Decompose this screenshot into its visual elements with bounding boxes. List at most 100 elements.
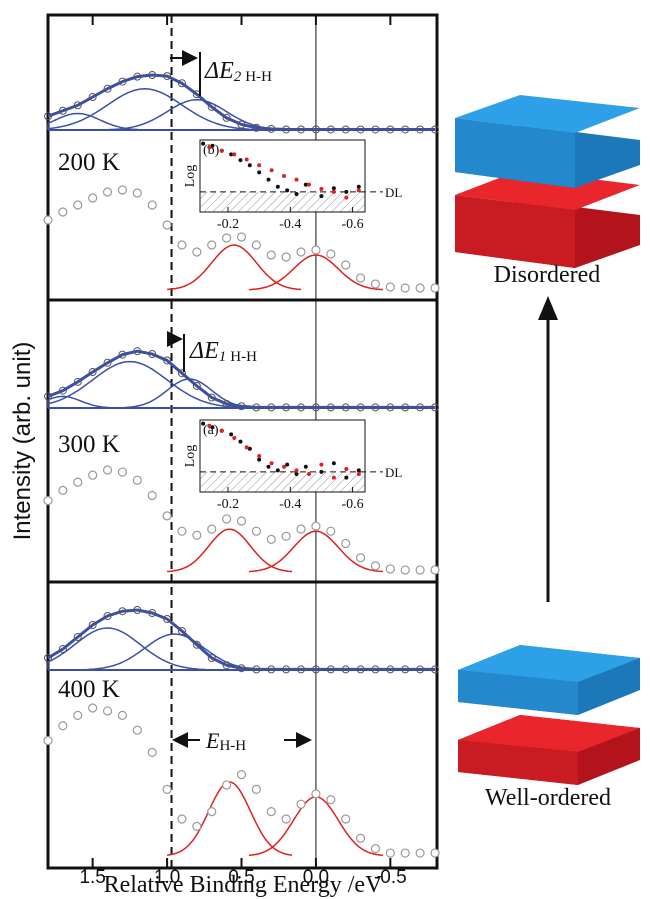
inset-point (294, 192, 299, 196)
inset-point (244, 445, 249, 450)
data-point (162, 511, 172, 521)
data-point (415, 283, 425, 293)
panel-label: 300 K (58, 431, 120, 458)
inset-frame (199, 139, 366, 213)
data-point (133, 72, 142, 81)
x-tick-label: 0.5 (228, 867, 254, 888)
annotation: ΔE1 H-H (189, 338, 257, 365)
inset-point (303, 464, 308, 469)
data-point (401, 665, 410, 674)
data-point (88, 470, 98, 480)
inset-tick-label: -0.6 (341, 497, 363, 512)
data-point (73, 101, 82, 110)
annotation-arrows (167, 50, 312, 748)
data-point (102, 706, 113, 716)
inset-point (210, 425, 215, 430)
x-tick-label: -0.5 (374, 867, 407, 888)
fit-line (47, 349, 435, 409)
inset-y-label: Log (183, 445, 198, 468)
data-point (282, 403, 291, 412)
inset-point (356, 184, 361, 189)
data-point (267, 665, 276, 674)
inset-point (238, 439, 243, 444)
dl-label: DL (385, 185, 402, 200)
data-point (73, 710, 83, 721)
data-point (341, 665, 350, 674)
data-point (371, 125, 380, 134)
data-point (44, 654, 52, 662)
data-point (133, 347, 142, 356)
data-point (236, 516, 247, 526)
data-point (147, 200, 157, 210)
data-point (118, 77, 127, 86)
data-point (401, 403, 410, 412)
component-curve (248, 530, 383, 573)
inset-point (306, 472, 311, 476)
data-point (207, 654, 216, 662)
inset-point (285, 462, 290, 467)
data-point (267, 124, 276, 133)
inset-point (344, 475, 349, 480)
data-point (251, 240, 261, 250)
data-point (311, 125, 320, 134)
data-point (311, 665, 320, 674)
data-point (326, 249, 336, 259)
data-point (192, 821, 202, 832)
data-point (297, 125, 306, 134)
data-point (355, 553, 366, 563)
inset-point (306, 182, 311, 187)
data-point (385, 848, 395, 858)
data-point (88, 368, 97, 377)
data-point (222, 661, 231, 670)
data-point (326, 795, 336, 805)
data-point (416, 403, 425, 412)
data-point (430, 283, 440, 293)
data-point (73, 200, 83, 210)
data-point (44, 112, 52, 121)
inset-point (232, 152, 237, 157)
inset-point (201, 141, 206, 146)
inset-tick-label: -0.4 (279, 217, 301, 232)
inset-point (266, 177, 271, 182)
data-point (296, 799, 306, 809)
component-curve (47, 112, 145, 131)
x-axis-title: Relative Binding Energy /eV (104, 872, 384, 898)
data-point (177, 814, 187, 824)
data-point (252, 123, 261, 132)
data-point (58, 485, 68, 495)
detection-limit-region (200, 471, 365, 492)
data-point (400, 848, 410, 858)
annotation: EH-H (205, 728, 246, 754)
inset-point (319, 469, 324, 474)
data-point (102, 465, 113, 475)
y-axis-title: Intensity (arb. unit) (9, 342, 36, 541)
inset-y-label: Log (183, 165, 198, 188)
data-point (416, 125, 425, 134)
data-point (237, 120, 246, 129)
data-point (386, 125, 395, 134)
data-point (415, 848, 425, 858)
inset-point (219, 428, 224, 433)
inset-point (294, 468, 299, 473)
fit-line (47, 73, 435, 131)
inset-point (331, 189, 336, 194)
data-point (147, 490, 157, 501)
inset-label: (b) (203, 143, 220, 158)
data-point (341, 814, 351, 824)
data-point (266, 250, 276, 260)
data-point (326, 403, 335, 412)
data-point (430, 848, 440, 858)
data-point (415, 565, 425, 575)
data-point (103, 612, 112, 620)
data-point (73, 477, 83, 487)
inset-point (294, 472, 299, 476)
data-point (117, 710, 128, 721)
inset-frame (199, 419, 366, 493)
data-point (103, 358, 112, 367)
data-point (371, 665, 380, 674)
data-point (236, 232, 247, 242)
data-point (401, 125, 410, 134)
data-point (356, 665, 365, 674)
data-point (162, 784, 172, 795)
